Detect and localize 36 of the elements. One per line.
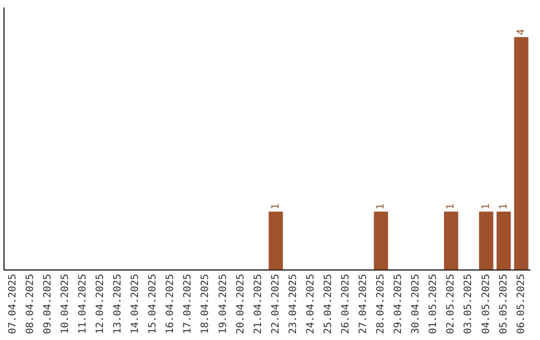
x-tick-label: 04.05.2025 xyxy=(480,274,492,334)
data-label: 1 xyxy=(446,204,457,210)
x-tick-label: 08.04.2025 xyxy=(24,274,36,334)
x-tick-label: 18.04.2025 xyxy=(200,274,212,334)
x-tick-label: 07.04.2025 xyxy=(7,274,18,334)
data-label: 1 xyxy=(376,204,387,210)
x-tick-label: 06.05.2025 xyxy=(516,274,527,334)
x-tick-label: 01.05.2025 xyxy=(428,274,440,334)
x-tick-label: 13.04.2025 xyxy=(112,274,124,334)
x-tick-label: 12.04.2025 xyxy=(95,274,106,334)
x-tick-label: 24.04.2025 xyxy=(305,274,316,334)
x-tick-label: 27.04.2025 xyxy=(358,274,370,334)
x-tick-label: 09.04.2025 xyxy=(42,274,54,334)
data-label: 4 xyxy=(516,29,527,36)
data-label: 1 xyxy=(480,204,492,210)
x-tick-label: 28.04.2025 xyxy=(376,274,387,334)
data-label: 1 xyxy=(498,204,510,210)
x-tick-label: 03.05.2025 xyxy=(463,274,474,334)
x-tick-label: 15.04.2025 xyxy=(148,274,159,334)
x-tick-label: 11.04.2025 xyxy=(77,274,88,334)
x-tick-label: 20.04.2025 xyxy=(235,274,246,334)
x-tick-label: 14.04.2025 xyxy=(130,274,142,334)
x-tick-label: 05.05.2025 xyxy=(498,274,510,334)
x-tick-label: 26.04.2025 xyxy=(340,274,352,334)
x-tick-label: 29.04.2025 xyxy=(393,274,404,334)
x-tick-label: 30.04.2025 xyxy=(410,274,422,334)
x-tick-label: 19.04.2025 xyxy=(218,274,229,334)
x-tick-label: 25.04.2025 xyxy=(322,274,334,334)
x-tick-label: 17.04.2025 xyxy=(182,274,194,334)
x-tick-label: 23.04.2025 xyxy=(288,274,299,334)
data-label: 1 xyxy=(270,204,282,210)
x-tick-label: 21.04.2025 xyxy=(252,274,264,334)
x-tick-label: 22.04.2025 xyxy=(270,274,282,334)
x-tick-label: 10.04.2025 xyxy=(60,274,71,334)
x-tick-label: 02.05.2025 xyxy=(446,274,457,334)
x-tick-label: 16.04.2025 xyxy=(165,274,176,334)
